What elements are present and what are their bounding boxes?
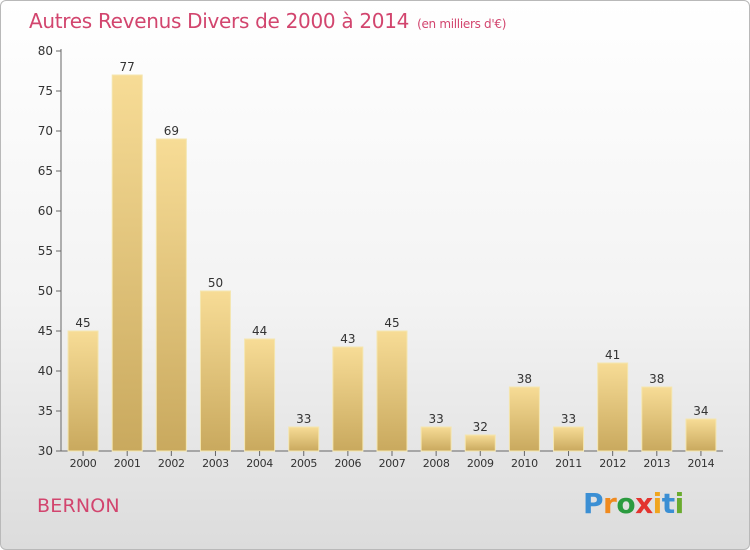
bar-value-label: 33 (428, 412, 443, 426)
x-tick-label: 2008 (423, 457, 450, 470)
bar (464, 434, 496, 452)
y-tick-label: 30 (38, 444, 53, 458)
bar-value-label: 32 (473, 420, 488, 434)
bar-value-label: 33 (296, 412, 311, 426)
commune-name: BERNON (37, 495, 120, 517)
bar (420, 426, 452, 452)
chart-title: Autres Revenus Divers de 2000 à 2014 (en … (29, 9, 506, 33)
x-tick-label: 2006 (334, 457, 361, 470)
bar-value-label: 45 (384, 316, 399, 330)
x-tick-label: 2005 (290, 457, 317, 470)
bar-value-label: 34 (693, 404, 708, 418)
bar (508, 386, 540, 452)
logo-letter: P (583, 487, 604, 520)
x-tick-label: 2004 (246, 457, 273, 470)
bar (244, 338, 276, 452)
proxiti-logo: Proxiti (583, 487, 684, 520)
x-tick-label: 2014 (688, 457, 715, 470)
logo-letter: x (635, 487, 653, 520)
x-tick-label: 2000 (70, 457, 97, 470)
logo-letter: o (616, 487, 636, 520)
bar-value-label: 38 (517, 372, 532, 386)
logo-letter: r (603, 487, 617, 520)
bar (155, 138, 187, 452)
bar (67, 330, 99, 452)
bar (597, 362, 629, 452)
x-tick-label: 2013 (643, 457, 670, 470)
y-tick-label: 40 (38, 364, 53, 378)
bar (288, 426, 320, 452)
x-tick-label: 2010 (511, 457, 538, 470)
bar (332, 346, 364, 452)
chart-subtitle: (en milliers d'€) (417, 17, 507, 31)
x-tick-label: 2009 (467, 457, 494, 470)
logo-letter: t (661, 487, 675, 520)
bar-value-label: 43 (340, 332, 355, 346)
bar (111, 74, 143, 452)
bar (553, 426, 585, 452)
bar-value-label: 45 (75, 316, 90, 330)
bar (199, 290, 231, 452)
bar-value-label: 33 (561, 412, 576, 426)
x-tick-label: 2007 (379, 457, 406, 470)
bar (376, 330, 408, 452)
y-tick-label: 50 (38, 284, 53, 298)
y-tick-label: 80 (38, 44, 53, 58)
y-tick-label: 45 (38, 324, 53, 338)
bar-value-label: 38 (649, 372, 664, 386)
y-tick-label: 35 (38, 404, 53, 418)
x-tick-label: 2003 (202, 457, 229, 470)
x-tick-label: 2012 (599, 457, 626, 470)
chart-title-text: Autres Revenus Divers de 2000 à 2014 (29, 9, 410, 33)
logo-letter: i (674, 487, 685, 520)
y-tick-label: 75 (38, 84, 53, 98)
bar-value-label: 44 (252, 324, 267, 338)
y-tick-label: 70 (38, 124, 53, 138)
bar-value-label: 77 (120, 60, 135, 74)
x-tick-label: 2002 (158, 457, 185, 470)
x-tick-label: 2001 (114, 457, 141, 470)
y-tick-label: 65 (38, 164, 53, 178)
x-tick-label: 2011 (555, 457, 582, 470)
bar (641, 386, 673, 452)
y-tick-label: 60 (38, 204, 53, 218)
bar-value-label: 69 (164, 124, 179, 138)
logo-letter: i (652, 487, 663, 520)
bar-value-label: 41 (605, 348, 620, 362)
y-tick-label: 55 (38, 244, 53, 258)
bar-value-label: 50 (208, 276, 223, 290)
bar (685, 418, 717, 452)
